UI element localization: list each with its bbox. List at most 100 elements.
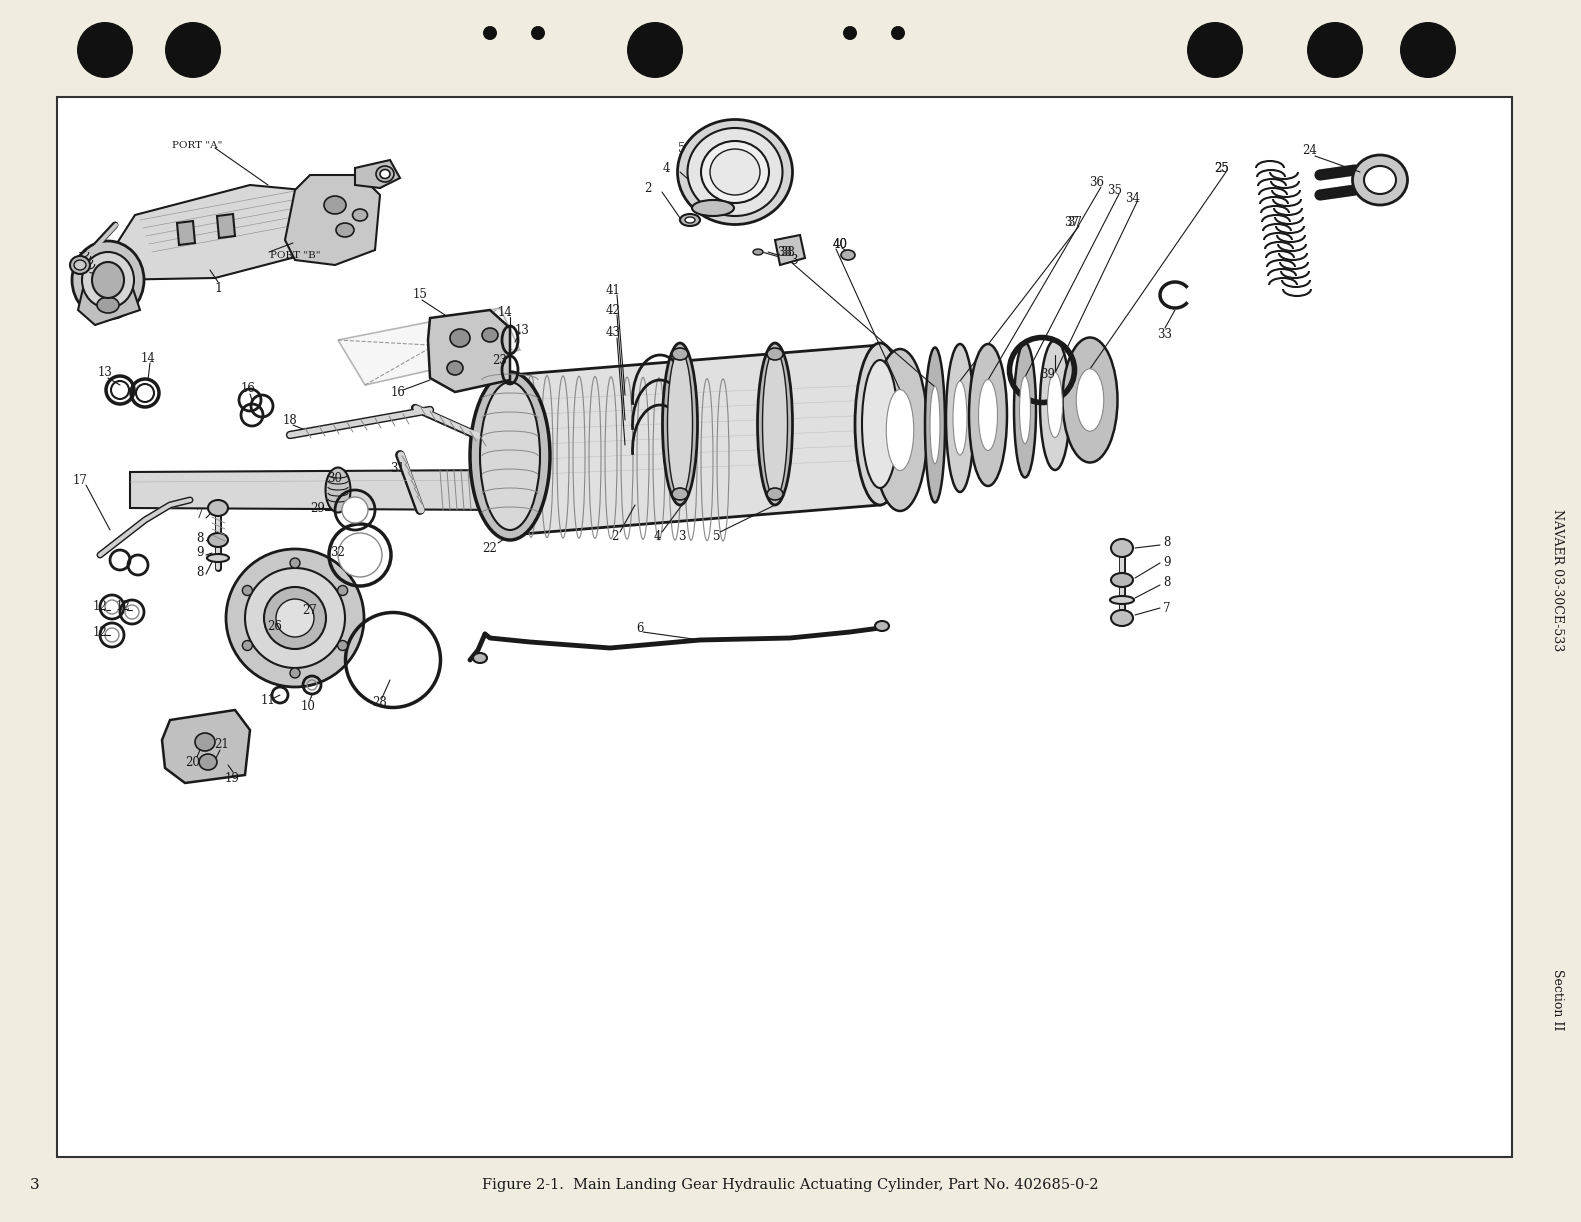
Ellipse shape xyxy=(338,640,348,650)
Ellipse shape xyxy=(680,214,700,226)
Text: 19: 19 xyxy=(225,771,239,785)
Ellipse shape xyxy=(338,533,383,577)
Text: Section II: Section II xyxy=(1551,969,1565,1030)
Ellipse shape xyxy=(979,380,998,451)
Ellipse shape xyxy=(324,196,346,214)
Ellipse shape xyxy=(338,585,348,595)
Ellipse shape xyxy=(245,568,345,668)
Text: 29: 29 xyxy=(310,501,326,514)
Ellipse shape xyxy=(1077,369,1104,431)
Text: 27: 27 xyxy=(302,604,318,617)
Ellipse shape xyxy=(242,585,253,595)
Text: 37: 37 xyxy=(1067,215,1083,229)
Ellipse shape xyxy=(489,396,531,516)
Ellipse shape xyxy=(481,382,541,530)
Ellipse shape xyxy=(667,349,692,499)
Ellipse shape xyxy=(341,497,368,523)
Text: 26: 26 xyxy=(267,621,283,633)
Ellipse shape xyxy=(700,141,768,203)
Ellipse shape xyxy=(481,375,541,536)
Polygon shape xyxy=(428,310,511,392)
Text: 16: 16 xyxy=(240,381,256,395)
Ellipse shape xyxy=(1110,596,1134,604)
Text: 6: 6 xyxy=(636,622,643,634)
Ellipse shape xyxy=(672,488,688,500)
Ellipse shape xyxy=(841,251,855,260)
Text: NAVAER 03-30CE-533: NAVAER 03-30CE-533 xyxy=(1551,508,1565,651)
Ellipse shape xyxy=(1040,340,1070,470)
Ellipse shape xyxy=(862,360,898,488)
Polygon shape xyxy=(338,308,520,385)
Ellipse shape xyxy=(757,343,792,505)
Text: 21: 21 xyxy=(215,738,229,752)
Text: 31: 31 xyxy=(391,462,405,474)
Text: 12: 12 xyxy=(115,600,130,613)
Text: 3: 3 xyxy=(30,1178,40,1191)
Text: 37: 37 xyxy=(1064,215,1080,229)
Text: 39: 39 xyxy=(1040,369,1056,381)
Ellipse shape xyxy=(376,166,394,182)
Text: Figure 2-1.  Main Landing Gear Hydraulic Actuating Cylinder, Part No. 402685-0-2: Figure 2-1. Main Landing Gear Hydraulic … xyxy=(482,1178,1099,1191)
Text: 3: 3 xyxy=(678,530,686,544)
Text: 18: 18 xyxy=(283,413,297,426)
Polygon shape xyxy=(356,160,400,188)
Ellipse shape xyxy=(379,170,391,178)
Text: 14: 14 xyxy=(498,306,512,319)
Polygon shape xyxy=(130,470,511,510)
Text: 8: 8 xyxy=(1164,536,1170,550)
Text: 4: 4 xyxy=(662,161,670,175)
Ellipse shape xyxy=(945,345,974,492)
Text: 5: 5 xyxy=(713,530,721,544)
Ellipse shape xyxy=(199,754,217,770)
Text: 40: 40 xyxy=(833,238,847,252)
Ellipse shape xyxy=(451,329,470,347)
Ellipse shape xyxy=(353,209,367,221)
Ellipse shape xyxy=(1352,155,1407,205)
Text: 15: 15 xyxy=(413,288,427,302)
Ellipse shape xyxy=(688,128,783,216)
Ellipse shape xyxy=(1111,573,1134,587)
Ellipse shape xyxy=(289,558,300,568)
Ellipse shape xyxy=(209,500,228,516)
Text: 22: 22 xyxy=(482,541,498,555)
Text: 40: 40 xyxy=(833,238,847,252)
Ellipse shape xyxy=(96,297,119,313)
Ellipse shape xyxy=(70,255,90,274)
Ellipse shape xyxy=(887,390,914,470)
Text: 23: 23 xyxy=(493,353,508,367)
Ellipse shape xyxy=(1048,373,1062,437)
Text: 14: 14 xyxy=(141,352,155,364)
Text: 8: 8 xyxy=(196,532,204,545)
Circle shape xyxy=(843,26,857,40)
Text: 12: 12 xyxy=(93,626,108,639)
Ellipse shape xyxy=(953,381,968,455)
Text: 41: 41 xyxy=(606,284,620,297)
Text: 28: 28 xyxy=(373,697,387,710)
Ellipse shape xyxy=(678,120,792,225)
Text: 7: 7 xyxy=(1164,601,1170,615)
Polygon shape xyxy=(77,280,141,325)
Ellipse shape xyxy=(873,349,928,511)
Text: 4: 4 xyxy=(653,530,661,544)
Ellipse shape xyxy=(74,260,85,270)
Circle shape xyxy=(1401,22,1456,78)
Text: 3: 3 xyxy=(790,253,798,266)
Circle shape xyxy=(77,22,133,78)
Ellipse shape xyxy=(337,222,354,237)
Polygon shape xyxy=(504,345,885,535)
Text: PORT "B": PORT "B" xyxy=(270,251,321,259)
Text: 2: 2 xyxy=(645,182,651,194)
Ellipse shape xyxy=(209,533,228,547)
Text: 17: 17 xyxy=(73,473,87,486)
Text: 25: 25 xyxy=(1214,161,1230,175)
Ellipse shape xyxy=(1020,376,1031,444)
Text: 42: 42 xyxy=(606,303,620,316)
Text: 9: 9 xyxy=(1164,556,1170,569)
Ellipse shape xyxy=(1111,539,1134,557)
Ellipse shape xyxy=(767,488,783,500)
Text: 8: 8 xyxy=(196,566,204,578)
Ellipse shape xyxy=(82,252,134,308)
Ellipse shape xyxy=(73,241,144,319)
Text: 12: 12 xyxy=(93,600,108,613)
Text: 38: 38 xyxy=(781,246,795,259)
